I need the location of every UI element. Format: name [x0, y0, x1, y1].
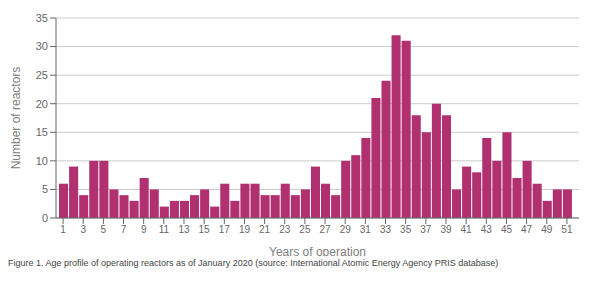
svg-text:51: 51	[561, 224, 573, 235]
svg-text:23: 23	[279, 224, 291, 235]
svg-text:10: 10	[36, 155, 48, 167]
svg-text:Number of reactors: Number of reactors	[9, 67, 23, 170]
svg-text:7: 7	[121, 224, 127, 235]
svg-text:25: 25	[299, 224, 311, 235]
svg-text:1: 1	[60, 224, 66, 235]
svg-text:17: 17	[219, 224, 231, 235]
svg-text:27: 27	[319, 224, 331, 235]
svg-text:0: 0	[42, 212, 48, 224]
svg-text:11: 11	[159, 224, 170, 235]
svg-text:20: 20	[36, 98, 48, 110]
svg-text:19: 19	[239, 224, 251, 235]
svg-text:49: 49	[541, 224, 553, 235]
svg-text:5: 5	[42, 183, 48, 195]
svg-text:35: 35	[400, 224, 412, 235]
svg-text:29: 29	[340, 224, 352, 235]
svg-text:30: 30	[36, 40, 48, 52]
html-text:Figure 1. Age profile of opera: Figure 1. Age profile of operating react…	[8, 258, 499, 268]
svg-text:5: 5	[101, 224, 107, 235]
svg-text:25: 25	[36, 69, 48, 81]
svg-text:37: 37	[420, 224, 432, 235]
svg-text:39: 39	[440, 224, 452, 235]
svg-text:41: 41	[461, 224, 473, 235]
svg-text:45: 45	[501, 224, 513, 235]
svg-text:33: 33	[380, 224, 392, 235]
svg-text:3: 3	[80, 224, 86, 235]
svg-text:15: 15	[199, 224, 211, 235]
svg-text:47: 47	[521, 224, 533, 235]
svg-text:31: 31	[360, 224, 372, 235]
svg-text:35: 35	[36, 12, 48, 24]
svg-text:9: 9	[141, 224, 147, 235]
svg-text:21: 21	[259, 224, 271, 235]
svg-text:15: 15	[36, 126, 48, 138]
svg-text:Years of operation: Years of operation	[269, 245, 366, 256]
svg-text:43: 43	[481, 224, 493, 235]
svg-text:13: 13	[178, 224, 190, 235]
